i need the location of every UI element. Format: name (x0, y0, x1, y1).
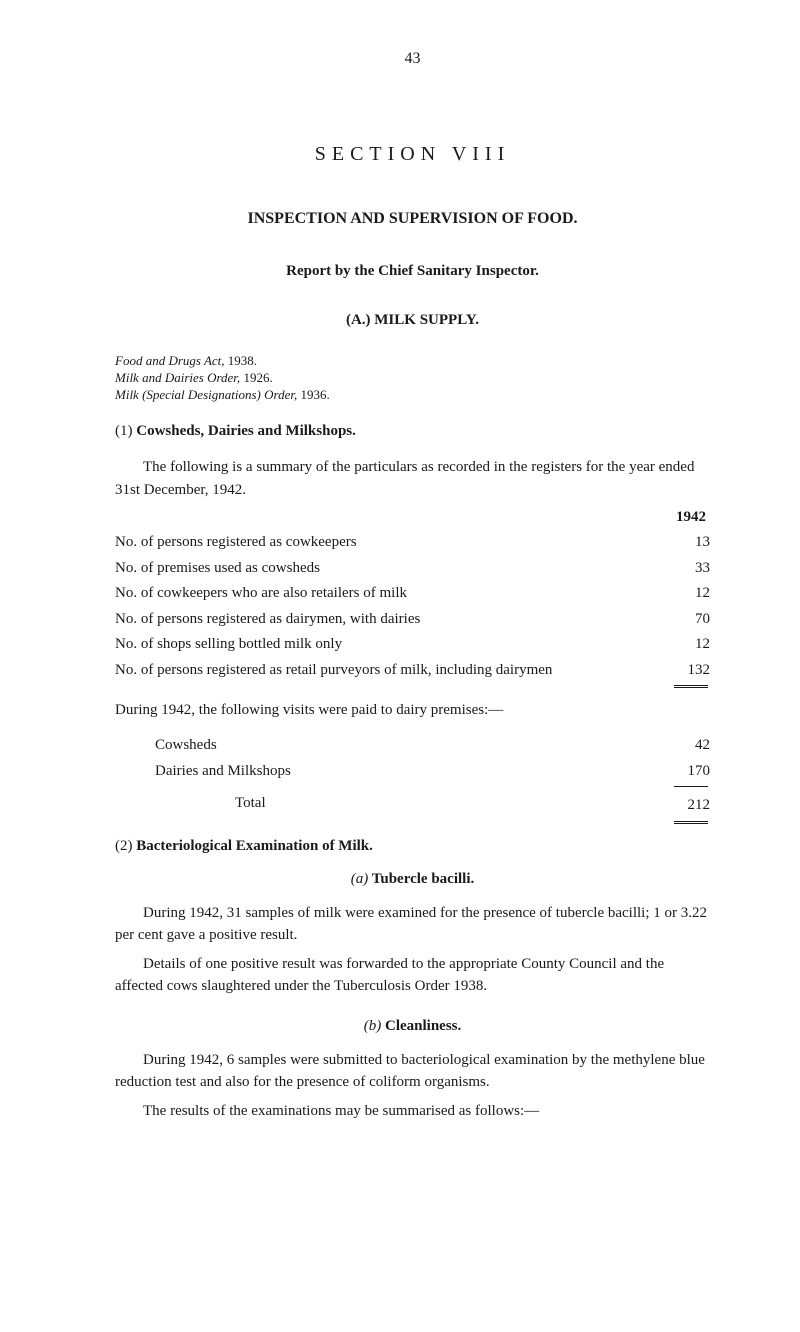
subsection-1-num: (1) (115, 423, 136, 439)
visit-label: Cowsheds (155, 733, 670, 759)
ref-2-italic: Milk and Dairies Order, (115, 370, 240, 385)
page-number: 43 (115, 48, 710, 70)
visit-total-label: Total (115, 791, 670, 819)
visit-row: Dairies and Milkshops 170 (115, 759, 710, 785)
stat-row: No. of persons registered as retail purv… (115, 658, 710, 684)
sub-a-heading: (a) Tubercle bacilli. (115, 869, 710, 890)
visit-total-value: 212 (670, 791, 710, 819)
stat-value: 33 (670, 556, 710, 582)
subsection-2-heading: (2) Bacteriological Examination of Milk. (115, 836, 710, 857)
ref-line-1: Food and Drugs Act, 1938. (115, 353, 710, 370)
references-block: Food and Drugs Act, 1938. Milk and Dairi… (115, 353, 710, 404)
ref-line-3: Milk (Special Designations) Order, 1936. (115, 387, 710, 404)
subsection-2-title: Bacteriological Examination of Milk. (136, 838, 373, 854)
stat-label: No. of cowkeepers who are also retailers… (115, 581, 670, 607)
subsection-1-para: The following is a summary of the partic… (115, 456, 710, 501)
supply-heading: (A.) MILK SUPPLY. (115, 310, 710, 331)
ref-line-2: Milk and Dairies Order, 1926. (115, 370, 710, 387)
visits-intro: During 1942, the following visits were p… (115, 700, 710, 721)
ref-3-year: 1936. (297, 387, 330, 402)
visit-row: Cowsheds 42 (115, 733, 710, 759)
sub-b-title: Cleanliness. (381, 1018, 461, 1034)
stat-label: No. of premises used as cowsheds (115, 556, 670, 582)
visit-value: 170 (670, 759, 710, 785)
subsection-2-num: (2) (115, 838, 136, 854)
stat-row: No. of premises used as cowsheds 33 (115, 556, 710, 582)
sub-b-heading: (b) Cleanliness. (115, 1016, 710, 1037)
sub2-para4: The results of the examinations may be s… (115, 1100, 710, 1123)
stat-label: No. of persons registered as dairymen, w… (115, 607, 670, 633)
ref-2-year: 1926. (240, 370, 273, 385)
ref-1-italic: Food and Drugs Act, (115, 353, 225, 368)
subsection-1-title: Cowsheds, Dairies and Milkshops. (136, 423, 356, 439)
stat-label: No. of shops selling bottled milk only (115, 632, 670, 658)
stat-row: No. of persons registered as cowkeepers … (115, 530, 710, 556)
main-heading: INSPECTION AND SUPERVISION OF FOOD. (115, 208, 710, 230)
year-header: 1942 (115, 507, 710, 528)
visit-value: 42 (670, 733, 710, 759)
sub2-para1: During 1942, 31 samples of milk were exa… (115, 902, 710, 947)
sub-a-label: (a) (351, 871, 369, 887)
sub-a-title: Tubercle bacilli. (368, 871, 474, 887)
stat-label: No. of persons registered as cowkeepers (115, 530, 670, 556)
stat-label: No. of persons registered as retail purv… (115, 658, 670, 684)
stat-value: 13 (670, 530, 710, 556)
ref-3-italic: Milk (Special Designations) Order, (115, 387, 297, 402)
rule-double (674, 685, 708, 688)
subsection-1-heading: (1) Cowsheds, Dairies and Milkshops. (115, 421, 710, 442)
visit-total-row: Total 212 (115, 791, 710, 819)
sub2-para2: Details of one positive result was forwa… (115, 953, 710, 998)
stat-value: 12 (670, 581, 710, 607)
sub-b-label: (b) (364, 1018, 382, 1034)
rule-small (674, 786, 708, 787)
stat-value: 12 (670, 632, 710, 658)
ref-1-year: 1938. (225, 353, 258, 368)
stat-value: 70 (670, 607, 710, 633)
sub2-para3: During 1942, 6 samples were submitted to… (115, 1049, 710, 1094)
section-title: SECTION VIII (115, 140, 710, 168)
stat-row: No. of persons registered as dairymen, w… (115, 607, 710, 633)
stat-value: 132 (670, 658, 710, 684)
stat-row: No. of cowkeepers who are also retailers… (115, 581, 710, 607)
visit-label: Dairies and Milkshops (155, 759, 670, 785)
stat-row: No. of shops selling bottled milk only 1… (115, 632, 710, 658)
report-by-heading: Report by the Chief Sanitary Inspector. (115, 261, 710, 282)
rule-double (674, 821, 708, 824)
